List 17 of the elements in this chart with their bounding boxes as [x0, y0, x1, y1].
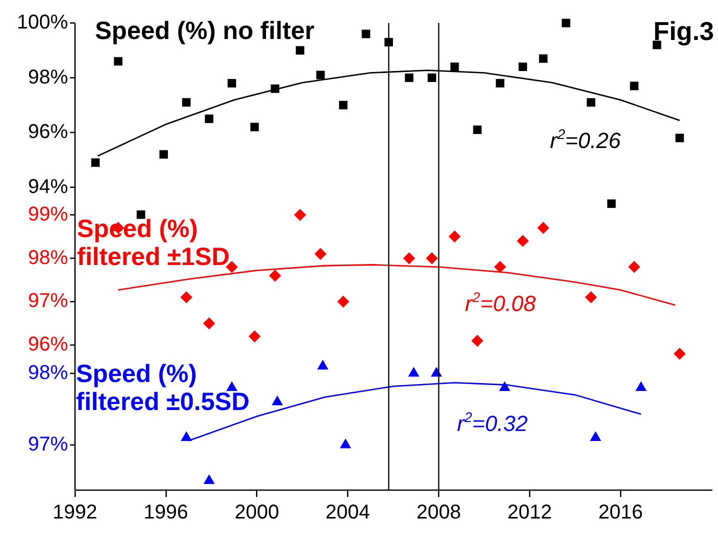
- y-tick-label: 98%: [28, 66, 68, 88]
- series-label: Speed (%) filtered ±0.5SD: [76, 360, 250, 416]
- x-tick-label: 2004: [326, 502, 370, 524]
- x-tick-label: 2000: [234, 502, 280, 524]
- y-tick-label: 100%: [16, 12, 68, 34]
- x-tick-label: 1992: [52, 502, 98, 524]
- y3-tick-label: 97%: [28, 433, 68, 456]
- series-label: Speed (%) no filter: [95, 17, 315, 45]
- annotation: Fig.3: [653, 16, 714, 46]
- x-tick-label: 2012: [507, 502, 552, 524]
- x-tick-label: 1996: [144, 502, 188, 524]
- y2-tick-label: 97%: [28, 290, 68, 312]
- x-tick-label: 2016: [598, 502, 643, 524]
- x-tick-label: 2008: [416, 502, 461, 524]
- y-tick-label: 94%: [28, 176, 68, 198]
- y2-tick-label: 99%: [28, 203, 68, 226]
- y-tick-label: 96%: [28, 121, 68, 144]
